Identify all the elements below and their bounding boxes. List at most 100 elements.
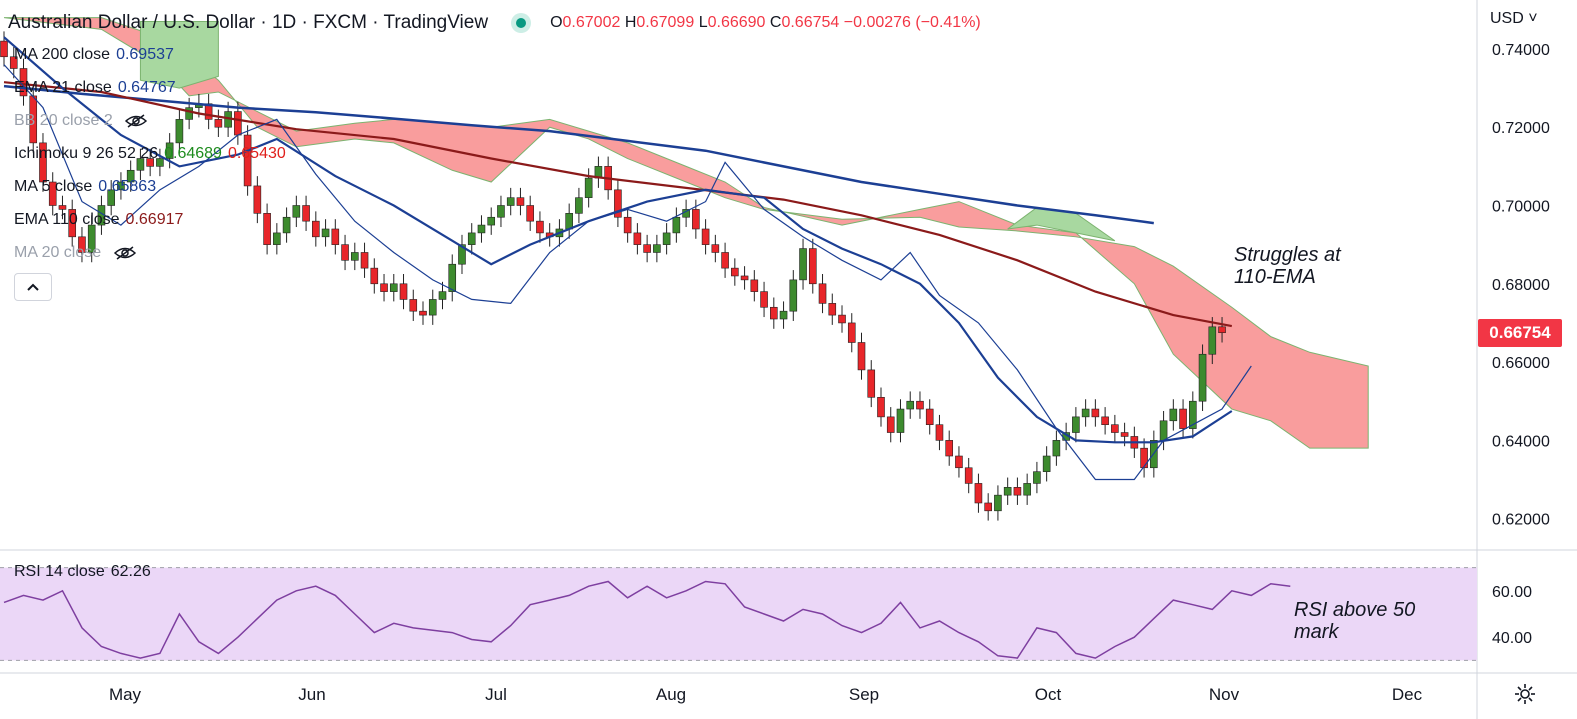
candle-body — [39, 142, 47, 183]
candle-body — [136, 158, 145, 171]
x-tick-label: May — [109, 685, 142, 704]
candle-body — [1081, 408, 1090, 418]
candle-body — [292, 205, 301, 218]
rsi-legend[interactable]: RSI 14 close 62.26 — [14, 563, 151, 581]
series-ma5 — [3, 64, 1252, 481]
y-tick-label: 0.64000 — [1492, 433, 1550, 450]
close-label: C — [769, 14, 782, 31]
change-value: −0.00276 (−0.41%) — [843, 14, 981, 31]
candle-body — [731, 267, 739, 277]
annotation-rsi[interactable]: RSI above 50 mark — [1294, 599, 1416, 643]
candle-body — [925, 408, 934, 425]
annotation-110-ema[interactable]: Struggles at 110-EMA — [1234, 244, 1341, 288]
candle-body — [146, 158, 154, 167]
eye-off-icon[interactable] — [113, 246, 136, 260]
open-label: O — [550, 14, 563, 31]
eye-off-icon[interactable] — [125, 114, 148, 128]
close-value: 0.66754 — [781, 14, 840, 31]
legend-ma200[interactable]: MA 200 close 0.69537 — [14, 46, 174, 64]
candle-body — [536, 220, 544, 234]
candle-body — [945, 440, 954, 457]
low-label: L — [698, 14, 708, 31]
candle-body — [78, 236, 86, 253]
candle-body — [575, 197, 583, 214]
candle-body — [1013, 487, 1022, 496]
candle-body — [175, 119, 184, 144]
candle-body — [185, 107, 193, 120]
legend-value: 0.65863 — [98, 178, 157, 195]
candle-body — [711, 244, 720, 253]
legend-ema21[interactable]: EMA 21 close 0.64767 — [14, 79, 176, 97]
chevron-up-icon — [27, 283, 39, 291]
x-tick-label: Sep — [849, 685, 879, 704]
currency-selector[interactable]: USD ˅ — [1490, 10, 1538, 28]
market-status-icon — [516, 18, 527, 28]
candle-body — [409, 299, 418, 312]
candle-body — [662, 232, 671, 245]
candle-body — [886, 416, 895, 433]
candle-body — [1218, 326, 1226, 334]
candle-body — [29, 95, 38, 144]
candle-body — [974, 483, 983, 504]
rsi-legend-label: RSI 14 close — [14, 563, 105, 580]
legend-ema110[interactable]: EMA 110 close 0.66917 — [14, 211, 183, 229]
candle-body — [1111, 424, 1119, 433]
candle-body — [584, 177, 593, 198]
legend-value-2: 0.65430 — [227, 145, 286, 162]
candles — [0, 31, 1226, 521]
x-tick-label: Dec — [1392, 685, 1423, 704]
candle-body — [828, 303, 837, 316]
candle-body — [263, 213, 271, 245]
candle-body — [419, 310, 427, 316]
ohlc-readout: O0.67002 H0.67099 L0.66690 C0.66754 −0.0… — [550, 14, 981, 32]
candle-body — [1023, 483, 1031, 496]
candle-body — [818, 283, 827, 304]
gear-icon[interactable] — [1513, 682, 1537, 706]
candle-body — [156, 158, 164, 167]
candle-body — [477, 224, 486, 234]
symbol-header: Australian Dollar / U.S. Dollar · 1D · F… — [8, 10, 981, 36]
legend-label: EMA 110 close — [14, 211, 120, 228]
low-value: 0.66690 — [707, 14, 766, 31]
candle-body — [770, 306, 778, 320]
open-value: 0.67002 — [562, 14, 621, 31]
x-tick-label: Aug — [656, 685, 686, 704]
legend-ma5[interactable]: MA 5 close 0.65863 — [14, 178, 156, 196]
candle-body — [760, 291, 768, 308]
y-tick-label: 0.74000 — [1492, 42, 1550, 59]
candle-body — [214, 119, 223, 128]
candle-body — [838, 314, 846, 324]
candle-body — [964, 467, 973, 484]
collapse-legend-button[interactable] — [14, 273, 52, 301]
rsi-tick-label: 40.00 — [1492, 630, 1532, 647]
symbol-title[interactable]: Australian Dollar / U.S. Dollar · 1D · F… — [8, 12, 489, 33]
candle-body — [165, 142, 174, 159]
candle-body — [1169, 408, 1178, 422]
candle-body — [526, 205, 534, 222]
candle-body — [350, 252, 359, 261]
candle-body — [107, 189, 115, 206]
rsi-legend-value: 62.26 — [110, 563, 151, 580]
series-ma200 — [3, 84, 1154, 225]
candle-body — [516, 197, 525, 206]
candle-body — [701, 228, 710, 245]
candle-body — [9, 56, 18, 69]
legend-value: 0.69537 — [116, 46, 174, 63]
candle-body — [389, 283, 398, 292]
legend-ichimoku[interactable]: Ichimoku 9 26 52 26 0.64689 0.65430 — [14, 145, 286, 163]
legend-ma20[interactable]: MA 20 close — [14, 244, 136, 262]
candle-body — [1179, 408, 1187, 429]
candle-body — [312, 220, 320, 238]
y-tick-label: 0.72000 — [1492, 120, 1550, 137]
candle-body — [448, 263, 457, 292]
y-tick-label: 0.66000 — [1492, 355, 1550, 372]
candle-body — [126, 169, 135, 183]
legend-bb20[interactable]: BB 20 close 2 — [14, 112, 148, 130]
candle-body — [428, 299, 437, 316]
candle-body — [721, 252, 729, 269]
candle-body — [643, 244, 651, 253]
candle-body — [750, 279, 759, 292]
candle-body — [779, 310, 788, 320]
